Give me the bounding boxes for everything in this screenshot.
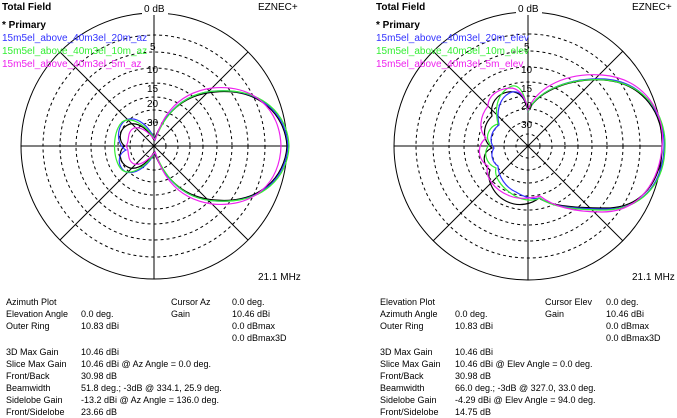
info-value: 0.0 dBmax	[232, 321, 276, 331]
legend-header: * Primary	[376, 20, 420, 31]
info-label: 3D Max Gain	[6, 347, 59, 357]
legend-item-5m: 15m5el_above_40m3el_5m_az	[2, 59, 142, 70]
ring-label: 20	[521, 101, 533, 112]
info-value: -4.29 dBi @ Elev Angle = 94.0 deg.	[455, 395, 596, 405]
legend-item-20m: 15m5el_above_40m3el_20m_elev	[376, 33, 529, 44]
info-value: 0.0 deg.	[455, 309, 488, 319]
info-label: Slice Max Gain	[6, 359, 67, 369]
elevation-panel: 0 dB 5 10 15 20 30 Total Field EZNEC+ * …	[374, 0, 677, 418]
ring-label: 15	[521, 84, 533, 95]
info-label: Gain	[171, 309, 191, 319]
info-label: Cursor Az	[171, 297, 211, 307]
info-value: -13.2 dBi @ Az Angle = 136.0 deg.	[81, 395, 219, 405]
info-label: Sidelobe Gain	[380, 395, 437, 405]
ring-label: 10	[147, 65, 159, 76]
brand-label: EZNEC+	[632, 2, 672, 13]
ring-label: 30	[521, 120, 533, 131]
info-label: Front/Back	[6, 371, 50, 381]
legend-item-10m: 15m5el_above_40m3el_10m_elev	[376, 46, 529, 57]
brand-label: EZNEC+	[258, 2, 298, 13]
info-label: Azimuth Angle	[380, 309, 438, 319]
info-value: 10.83 dBi	[455, 321, 494, 331]
info-label: Gain	[545, 309, 565, 319]
info-value: 10.83 dBi	[81, 321, 120, 331]
info-value: 10.46 dBi	[455, 347, 494, 357]
info-value: 10.46 dBi @ Az Angle = 0.0 deg.	[81, 359, 211, 369]
zero-db-label: 0 dB	[518, 4, 539, 15]
azimuth-polar-plot[interactable]: 0 dB 5 10 15 20 30	[0, 0, 320, 290]
legend-item-5m: 15m5el_above_40m3el_5m_elev	[376, 59, 524, 70]
zero-db-label: 0 dB	[144, 4, 165, 15]
ring-label: 5	[524, 42, 530, 53]
frequency-label: 21.1 MHz	[258, 272, 301, 283]
info-value: 0.0 dBmax3D	[606, 333, 661, 343]
info-label: Outer Ring	[6, 321, 50, 331]
info-value: 23.66 dB	[81, 407, 118, 417]
info-label: 3D Max Gain	[380, 347, 433, 357]
ring-label: 10	[521, 65, 533, 76]
info-value: 0.0 dBmax	[606, 321, 650, 331]
info-label: Elevation Angle	[6, 309, 69, 319]
info-value: 10.46 dBi	[81, 347, 120, 357]
info-label: Beamwidth	[380, 383, 425, 393]
ring-label: 15	[147, 84, 159, 95]
info-value: 0.0 deg.	[81, 309, 114, 319]
plot-type-label: Azimuth Plot	[6, 297, 57, 307]
info-value: 10.46 dBi @ Elev Angle = 0.0 deg.	[455, 359, 593, 369]
info-value: 14.75 dB	[455, 407, 492, 417]
plot-title: Total Field	[2, 2, 52, 13]
info-value: 51.8 deg.; -3dB @ 334.1, 25.9 deg.	[81, 383, 222, 393]
info-value: 66.0 deg.; -3dB @ 327.0, 33.0 deg.	[455, 383, 596, 393]
info-value: 10.46 dBi	[606, 309, 645, 319]
ring-label: 5	[150, 42, 156, 53]
legend-header: * Primary	[2, 20, 46, 31]
info-value: 0.0 deg.	[606, 297, 639, 307]
info-label: Front/Sidelobe	[6, 407, 65, 417]
info-value: 30.98 dB	[81, 371, 118, 381]
plot-type-label: Elevation Plot	[380, 297, 436, 307]
legend-item-20m: 15m5el_above_40m3el_20m_az	[2, 33, 148, 44]
azimuth-panel: 0 dB 5 10 15 20 30 Total Field EZNEC+ * …	[0, 0, 320, 418]
info-label: Sidelobe Gain	[6, 395, 63, 405]
plot-title: Total Field	[376, 2, 426, 13]
info-label: Outer Ring	[380, 321, 424, 331]
info-label: Front/Sidelobe	[380, 407, 439, 417]
info-value: 10.46 dBi	[232, 309, 271, 319]
info-label: Beamwidth	[6, 383, 51, 393]
info-value: 0.0 dBmax3D	[232, 333, 287, 343]
legend-item-10m: 15m5el_above_40m3el_10m_az	[2, 46, 148, 57]
info-label: Slice Max Gain	[380, 359, 441, 369]
ring-label: 20	[147, 99, 159, 110]
frequency-label: 21.1 MHz	[632, 272, 675, 283]
info-label: Front/Back	[380, 371, 424, 381]
info-value: 30.98 dB	[455, 371, 492, 381]
elevation-polar-plot[interactable]: 0 dB 5 10 15 20 30	[374, 0, 677, 290]
info-label: Cursor Elev	[545, 297, 593, 307]
info-value: 0.0 deg.	[232, 297, 265, 307]
ring-label: 30	[147, 118, 159, 129]
